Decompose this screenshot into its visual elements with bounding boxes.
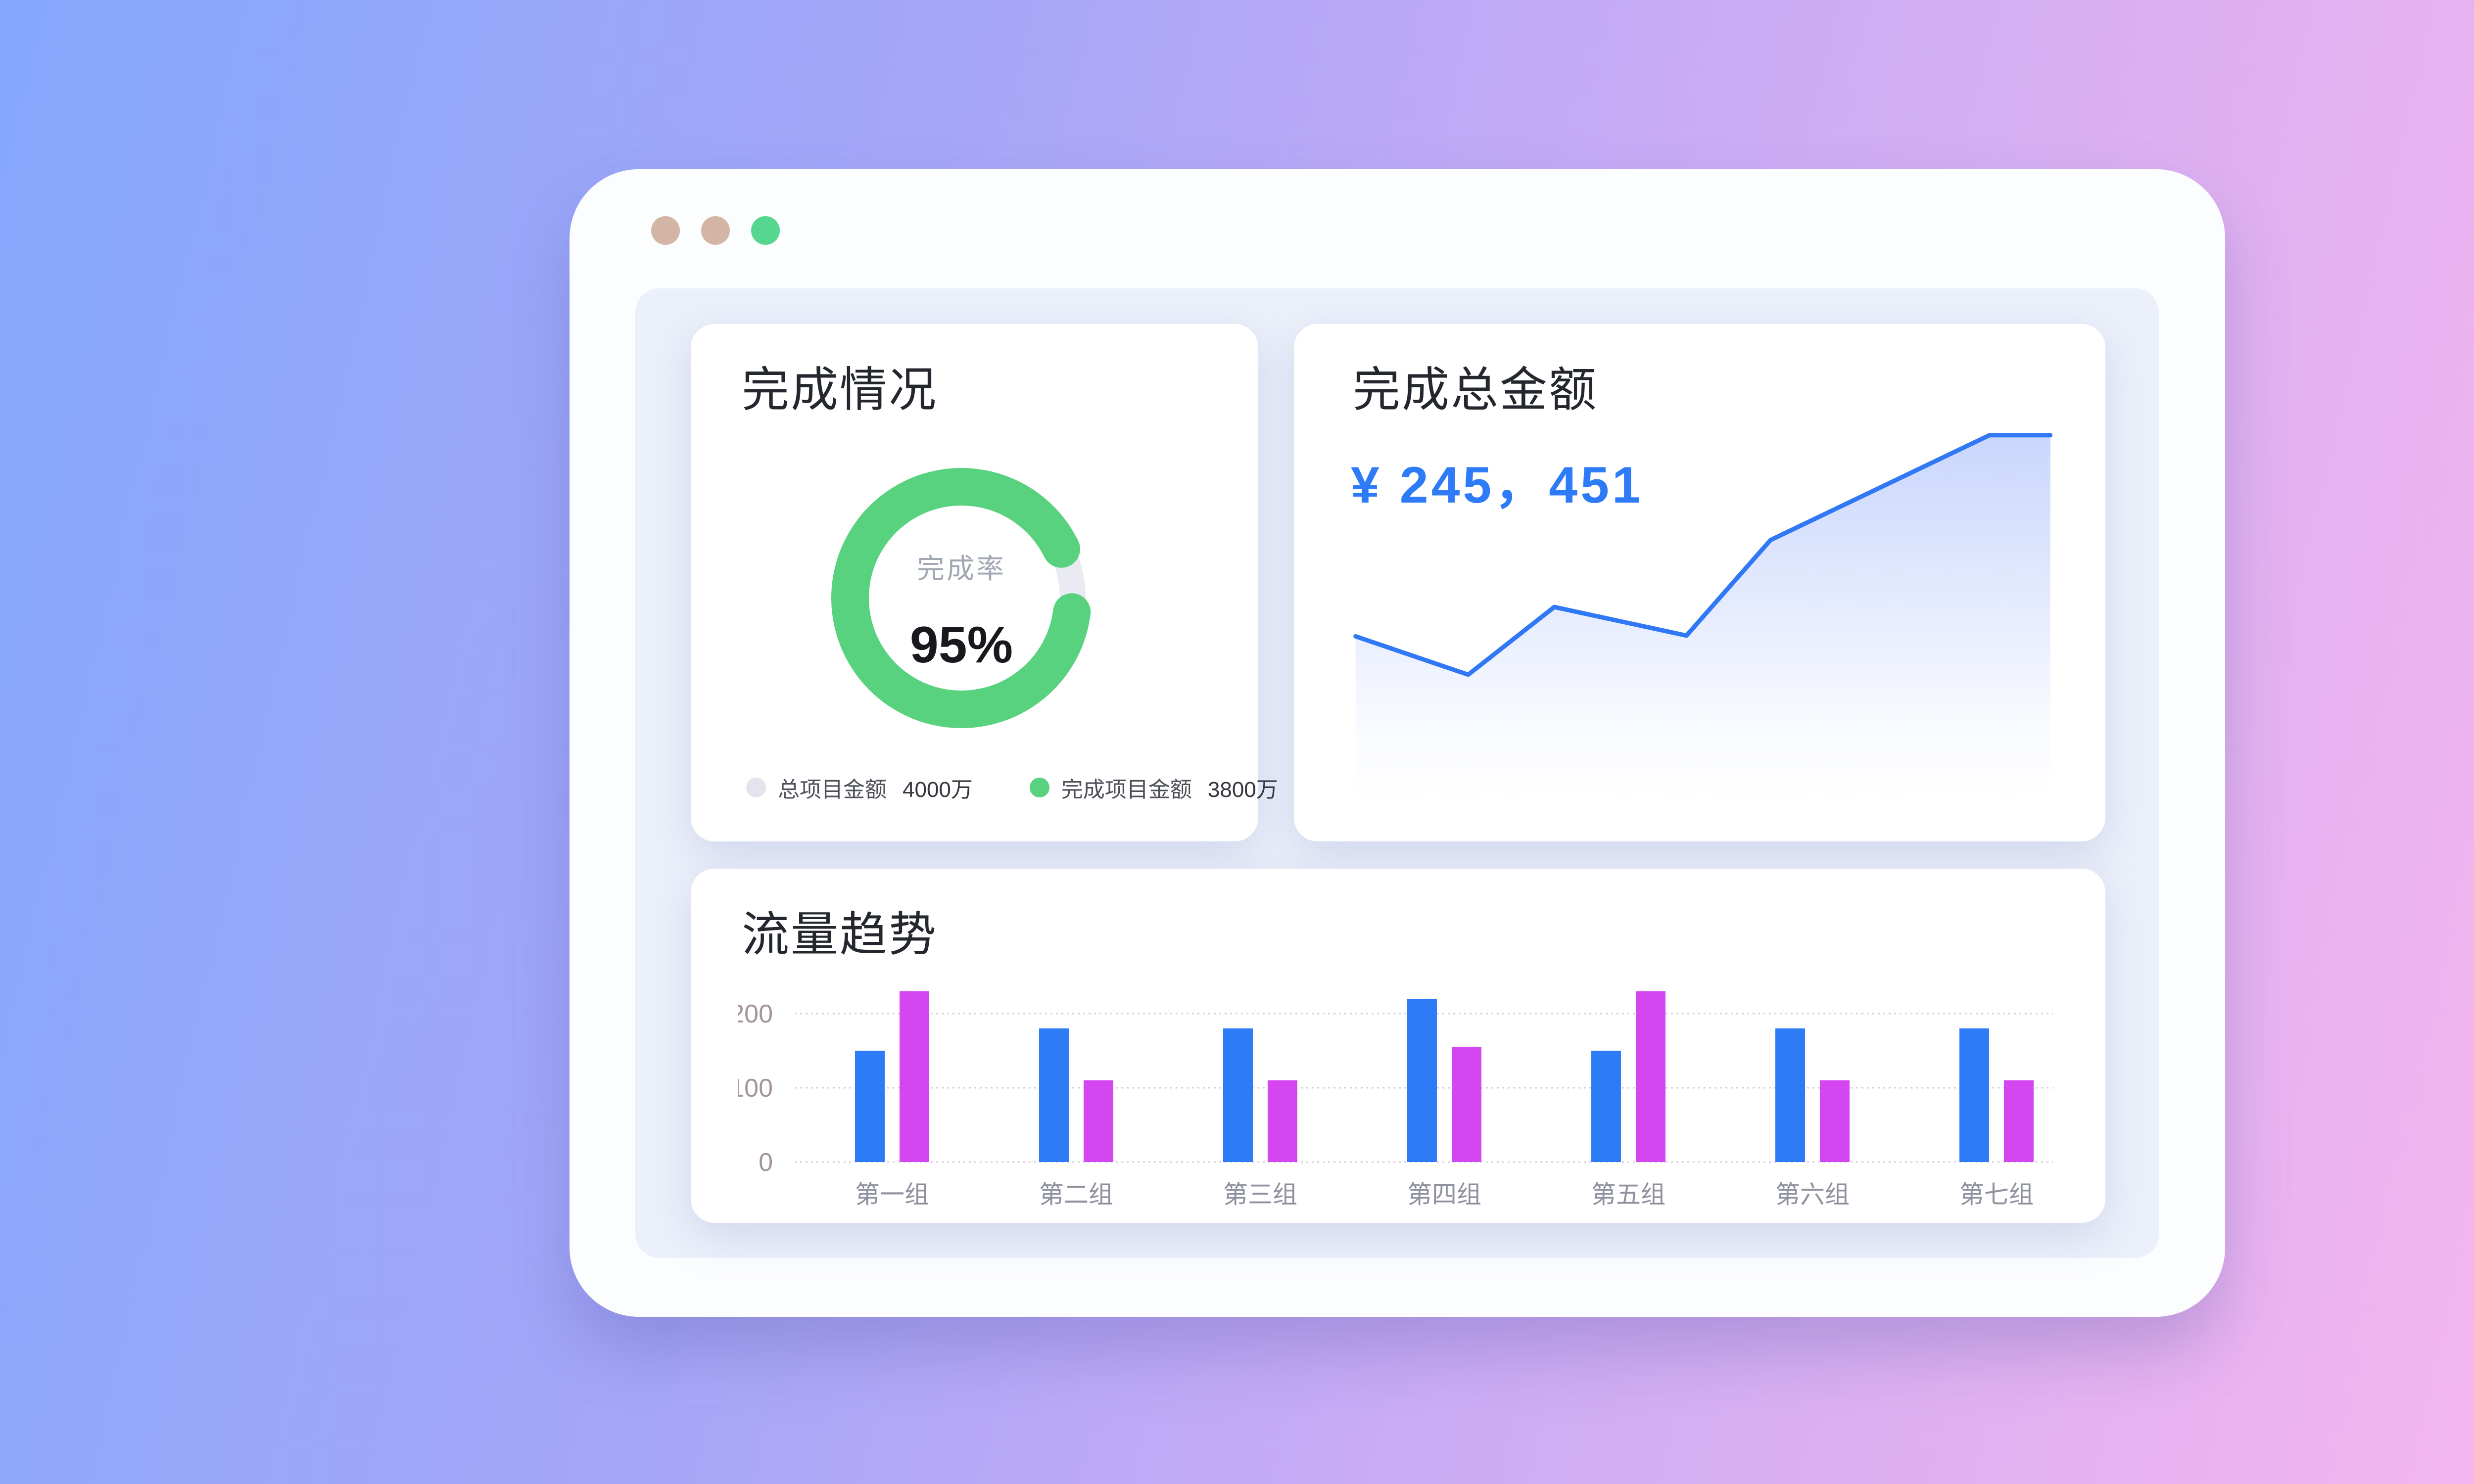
traffic-trend-card: 流量趋势 0 100 200 第一组 第二组 第三组 第四组 第五组 第六组 第七组 xyxy=(691,869,2105,1223)
legend-item-total[interactable]: 总项目金额 4000万 xyxy=(746,772,973,803)
legend-dot-completed-icon xyxy=(1029,778,1049,797)
legend-dot-total-icon xyxy=(746,778,766,797)
amount-line-chart xyxy=(1353,433,2052,801)
bar-blue-第五组 xyxy=(1591,1051,1621,1162)
bar-blue-第二组 xyxy=(1039,1028,1069,1162)
bar-magenta-第二组 xyxy=(1084,1080,1113,1162)
bar-blue-第六组 xyxy=(1775,1028,1805,1162)
total-amount-card: 完成总金额 ¥ 245，451 xyxy=(1294,324,2105,841)
completion-card: 完成情况 完成率 95% 总项目金额 4000万 完成项目金额 xyxy=(691,324,1278,841)
app-window: 完成情况 完成率 95% 总项目金额 4000万 完成项目金额 xyxy=(570,169,2225,1317)
bar-blue-第三组 xyxy=(1223,1028,1253,1162)
dashboard-panel: 完成情况 完成率 95% 总项目金额 4000万 完成项目金额 xyxy=(635,288,2159,1258)
completion-donut-chart xyxy=(831,468,1092,728)
bar-magenta-第三组 xyxy=(1268,1080,1297,1162)
donut-legend: 总项目金额 4000万 完成项目金额 3800万 xyxy=(746,772,1278,803)
bar-magenta-第四组 xyxy=(1452,1047,1481,1162)
bar-magenta-第五组 xyxy=(1636,991,1665,1162)
total-amount-value: ¥ 245，451 xyxy=(1351,457,1644,514)
x-category-label: 第四组 xyxy=(1407,1181,1481,1208)
y-tick-label: 100 xyxy=(738,1074,773,1103)
x-category-label: 第三组 xyxy=(1223,1181,1297,1208)
y-tick-label: 200 xyxy=(738,1000,773,1028)
legend-label-total: 总项目金额 xyxy=(778,778,887,802)
x-category-label: 第一组 xyxy=(855,1181,929,1208)
x-category-label: 第五组 xyxy=(1591,1181,1665,1208)
y-tick-label: 0 xyxy=(759,1148,773,1177)
donut-center-label: 完成率 xyxy=(917,553,1006,584)
completion-card-title: 完成情况 xyxy=(742,364,938,417)
window-titlebar xyxy=(651,216,780,245)
line-chart-path xyxy=(1353,433,2052,677)
donut-progress-arc xyxy=(831,468,1092,728)
window-zoom-button[interactable] xyxy=(751,216,780,245)
bar-blue-第一组 xyxy=(855,1051,885,1162)
traffic-bar-chart: 0 100 200 第一组 第二组 第三组 第四组 第五组 第六组 第七组 xyxy=(738,991,2053,1208)
bar-blue-第七组 xyxy=(1959,1028,1989,1162)
traffic-trend-card-title: 流量趋势 xyxy=(742,908,938,961)
x-category-label: 第六组 xyxy=(1775,1181,1850,1208)
window-close-button[interactable] xyxy=(651,216,680,245)
bar-blue-第四组 xyxy=(1407,999,1437,1162)
x-category-label: 第七组 xyxy=(1959,1181,2034,1208)
legend-value-completed: 3800万 xyxy=(1207,778,1278,802)
bar-magenta-第七组 xyxy=(2004,1080,2034,1162)
x-category-label: 第二组 xyxy=(1039,1181,1113,1208)
bar-magenta-第一组 xyxy=(900,991,929,1162)
legend-label-completed: 完成项目金额 xyxy=(1061,778,1192,802)
donut-center-value: 95% xyxy=(909,616,1013,674)
legend-item-completed[interactable]: 完成项目金额 3800万 xyxy=(1029,772,1278,803)
bar-magenta-第六组 xyxy=(1820,1080,1850,1162)
legend-value-total: 4000万 xyxy=(903,778,973,802)
total-amount-card-title: 完成总金额 xyxy=(1353,364,1598,417)
window-minimize-button[interactable] xyxy=(701,216,730,245)
